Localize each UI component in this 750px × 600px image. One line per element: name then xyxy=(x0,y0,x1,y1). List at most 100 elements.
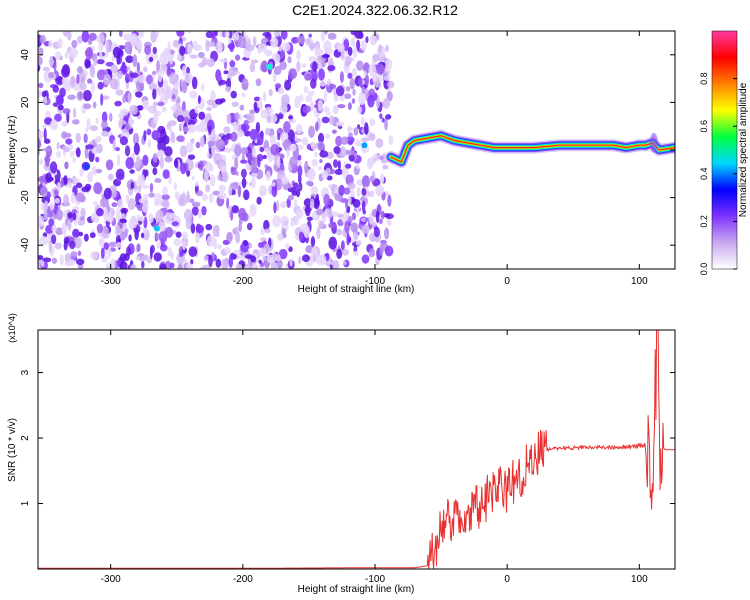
heatmap-cell xyxy=(157,101,165,107)
heatmap-cell xyxy=(224,246,231,255)
heatmap-cell xyxy=(204,170,209,183)
heatmap-cell xyxy=(302,105,312,114)
heatmap-cell xyxy=(241,31,247,35)
heatmap-cell xyxy=(380,210,385,220)
heatmap-cell xyxy=(125,194,130,204)
heatmap-cell xyxy=(110,64,118,74)
heatmap-cell xyxy=(307,169,316,178)
heatmap-cell xyxy=(215,139,225,150)
heatmap-cell xyxy=(173,238,182,247)
heatmap-cell xyxy=(67,220,72,231)
heatmap-cell xyxy=(353,127,359,136)
heatmap-cell xyxy=(123,33,132,41)
heatmap-cell xyxy=(198,160,204,171)
heatmap-cell xyxy=(289,258,293,267)
heatmap-cell xyxy=(112,46,122,59)
heatmap-cell xyxy=(142,154,149,166)
heatmap-cell xyxy=(153,252,162,262)
heatmap-cell xyxy=(339,146,347,159)
heatmap-cell xyxy=(215,98,223,105)
heatmap-cell xyxy=(55,94,64,106)
heatmap-cell xyxy=(101,120,108,129)
heatmap-cell xyxy=(119,261,128,269)
heatmap-cell xyxy=(387,194,392,207)
heatmap-cell xyxy=(383,74,391,82)
heatmap-cell xyxy=(164,155,173,163)
heatmap-cell xyxy=(350,222,358,233)
heatmap-cell xyxy=(325,133,330,140)
heatmap-cell xyxy=(336,248,343,259)
heatmap-cell xyxy=(108,241,118,248)
snr-panel: -300 -200 -100 0 100 1 2 3 Height of straight … xyxy=(7,313,676,595)
heatmap-cell xyxy=(238,207,247,221)
heatmap-cell xyxy=(335,135,343,147)
heatmap-cell xyxy=(290,217,294,228)
heatmap-cell xyxy=(206,106,213,112)
heatmap-cell xyxy=(358,77,363,87)
heatmap-cell xyxy=(255,169,264,180)
heatmap-cell xyxy=(250,59,259,64)
heatmap-cell xyxy=(170,131,176,144)
heatmap-cell xyxy=(168,126,173,135)
heatmap-cell xyxy=(369,118,376,127)
heatmap-cell xyxy=(119,218,127,224)
heatmap-cell xyxy=(89,232,96,239)
heatmap-cell xyxy=(340,50,345,60)
figure-title: C2E1.2024.322.06.32.R12 xyxy=(292,2,458,18)
heatmap-cell xyxy=(91,166,97,176)
x-tick-label: -200 xyxy=(233,574,253,585)
heatmap-cell xyxy=(142,184,149,189)
heatmap-cell xyxy=(77,250,82,256)
heatmap-cell xyxy=(335,121,345,127)
heatmap-cell xyxy=(157,69,163,83)
heatmap-cell xyxy=(162,169,170,180)
heatmap-cell xyxy=(313,197,320,210)
heatmap-cell xyxy=(38,130,45,138)
heatmap-cell xyxy=(179,45,186,56)
heatmap-cell xyxy=(288,246,293,253)
heatmap-cell xyxy=(237,264,243,269)
heatmap-cell xyxy=(250,255,257,263)
heatmap-cell xyxy=(241,92,246,98)
heatmap-cell xyxy=(308,56,317,63)
heatmap-cell xyxy=(83,163,90,170)
heatmap-cell xyxy=(381,176,385,184)
heatmap-cell xyxy=(49,202,54,211)
heatmap-cell xyxy=(357,32,364,40)
heatmap-cell xyxy=(164,212,173,225)
heatmap-cell xyxy=(38,89,42,97)
heatmap-cell xyxy=(63,236,70,244)
heatmap-cell xyxy=(154,178,162,183)
heatmap-cell xyxy=(136,31,145,39)
heatmap-cell xyxy=(372,72,378,84)
heatmap-cell xyxy=(144,169,149,177)
heatmap-cell xyxy=(54,242,62,250)
heatmap-cell xyxy=(309,43,315,51)
heatmap-cell xyxy=(313,254,317,263)
heatmap-cell xyxy=(372,53,380,62)
y-tick-label: -40 xyxy=(20,238,31,253)
heatmap-cell xyxy=(67,212,73,219)
heatmap-cell xyxy=(67,94,76,100)
heatmap-cell xyxy=(61,222,68,236)
heatmap-cell xyxy=(179,251,184,258)
heatmap-cell xyxy=(211,31,216,39)
heatmap-cell xyxy=(43,96,48,104)
heatmap-cell xyxy=(192,40,198,50)
heatmap-cell xyxy=(343,38,350,52)
heatmap-cell xyxy=(96,69,106,81)
colorbar: 0.0 0.2 0.4 0.6 0.8 Normalized spectral ampl… xyxy=(699,30,749,275)
heatmap-cell xyxy=(196,190,204,197)
heatmap-cell xyxy=(306,216,313,221)
heatmap-y-ticks: -40 -20 0 20 40 xyxy=(20,49,675,253)
heatmap-cell xyxy=(115,89,124,96)
heatmap-cell xyxy=(87,173,93,180)
heatmap-cell xyxy=(201,193,208,201)
heatmap-cell xyxy=(173,182,178,191)
heatmap-cell xyxy=(151,51,159,61)
heatmap-cell xyxy=(69,240,76,250)
heatmap-cell xyxy=(234,144,242,157)
heatmap-cell xyxy=(50,234,57,245)
heatmap-cell xyxy=(43,200,49,211)
heatmap-cell xyxy=(70,191,76,204)
